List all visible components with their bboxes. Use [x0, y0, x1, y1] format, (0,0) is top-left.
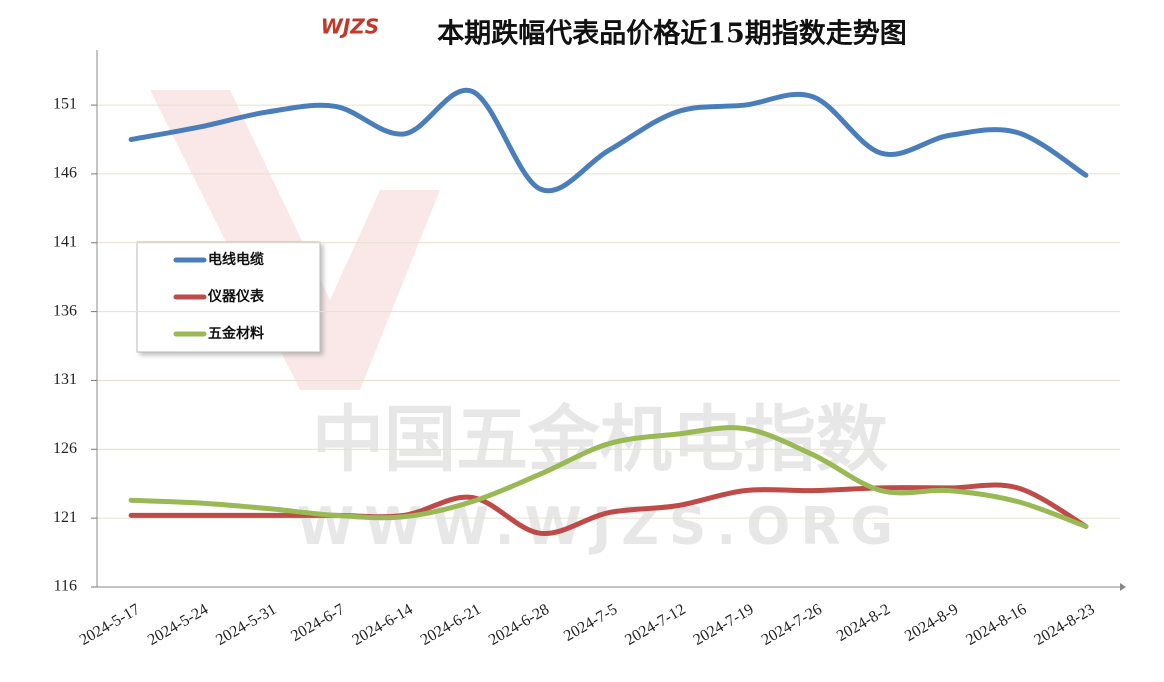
y-tick-label: 131	[53, 371, 77, 388]
y-tick-label: 136	[53, 302, 77, 319]
x-tick-label: 2024-7-12	[622, 601, 688, 649]
logo: WJZS	[321, 15, 379, 39]
series-line	[128, 482, 1089, 536]
y-tick-label: 146	[53, 165, 77, 182]
x-tick-label: 2024-5-31	[213, 601, 279, 649]
x-tick-label: 2024-6-14	[350, 601, 416, 649]
y-tick-label: 121	[53, 509, 77, 526]
x-tick-label: 2024-6-7	[288, 601, 347, 645]
legend-label: 仪器仪表	[207, 288, 265, 305]
x-tick-label: 2024-7-26	[759, 601, 825, 649]
y-tick-label: 141	[53, 233, 77, 250]
y-tick-label: 116	[54, 578, 77, 595]
x-tick-label: 2024-8-2	[834, 601, 893, 645]
x-tick-label: 2024-6-28	[486, 601, 552, 649]
watermark-url: WWW.WJZS.ORG	[297, 497, 903, 557]
x-tick-label: 2024-8-9	[902, 601, 961, 645]
x-axis-arrow	[1120, 583, 1126, 591]
y-tick-label: 151	[53, 96, 77, 113]
x-tick-label: 2024-6-21	[418, 601, 484, 649]
x-tick-label: 2024-8-23	[1032, 601, 1098, 649]
watermark: 中国五金机电指数 WWW.WJZS.ORG	[150, 90, 903, 557]
x-tick-label: 2024-7-19	[691, 601, 757, 649]
x-tick-label: 2024-7-5	[561, 601, 620, 645]
legend-box	[136, 241, 321, 353]
chart-title: 本期跌幅代表品价格近15期指数走势图	[437, 19, 907, 50]
x-tick-label: 2024-5-17	[77, 601, 143, 649]
x-tick-label: 2024-8-16	[963, 601, 1029, 649]
series-line	[128, 87, 1089, 194]
series-line	[128, 425, 1089, 529]
y-tick-label: 126	[53, 440, 77, 457]
legend-label: 电线电缆	[208, 251, 264, 268]
x-tick-label: 2024-5-24	[145, 601, 211, 649]
legend-label: 五金材料	[208, 325, 264, 342]
watermark-text: 中国五金机电指数	[312, 398, 888, 482]
watermark-arrow	[150, 90, 440, 390]
